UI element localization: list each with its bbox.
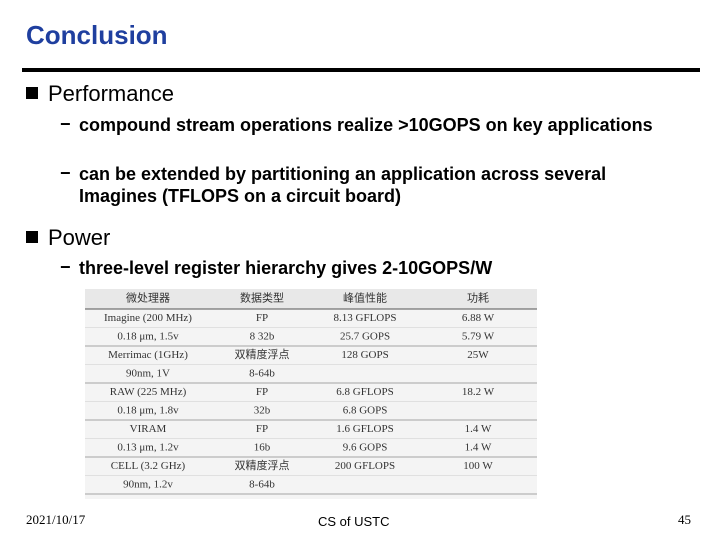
table-cell: 6.8 GFLOPS (336, 386, 393, 398)
bullet-icon (26, 231, 38, 243)
table-cell: 1.4 W (465, 423, 492, 435)
sub-bullet: three-level register hierarchy gives 2-1… (79, 258, 493, 278)
footer-date: 2021/10/17 (26, 512, 86, 527)
slide-title: Conclusion (26, 20, 168, 50)
table-cell: 25W (467, 349, 489, 361)
table-cell: 6.8 GOPS (343, 404, 388, 416)
table-cell: 5.79 W (462, 330, 495, 342)
header-cell: 峰值性能 (343, 291, 387, 305)
bullet: Performance (48, 81, 174, 106)
table-cell: 0.18 μm, 1.8v (117, 404, 179, 416)
table-cell: 9.6 GOPS (343, 441, 388, 453)
dash: − (60, 114, 71, 134)
bullet-icon (26, 87, 38, 99)
table-cell: 18.2 W (462, 386, 495, 398)
table-cell: CELL (3.2 GHz) (111, 460, 186, 472)
sub-bullet: compound stream operations realize >10GO… (79, 115, 653, 135)
table-cell: 100 W (463, 460, 493, 472)
table-cell: FP (256, 423, 268, 435)
table-cell: 16b (254, 441, 271, 453)
footer-center: CS of USTC (318, 514, 390, 529)
table-cell: 6.88 W (462, 312, 495, 324)
dash: − (60, 257, 71, 277)
table-cell: 双精度浮点 (235, 458, 290, 472)
table-cell: 8.13 GFLOPS (334, 312, 397, 324)
table-cell: Merrimac (1GHz) (108, 349, 188, 361)
table-cell: VIRAM (130, 423, 167, 435)
bullet: Power (48, 225, 111, 250)
header-cell: 微处理器 (126, 291, 170, 305)
header-cell: 功耗 (467, 292, 489, 305)
dash: − (60, 163, 71, 183)
table: 微处理器 数据类型 峰值性能 功耗 Imagine (200 MHz) 0.18 μm, … (85, 289, 537, 499)
table-cell: 0.18 μm, 1.5v (117, 330, 179, 342)
table-bg (85, 289, 537, 499)
table-cell: 90nm, 1V (126, 367, 170, 379)
sub-bullet: can be extended by partitioning an appli… (79, 164, 607, 206)
table-cell: FP (256, 386, 268, 398)
table-cell: 8-64b (249, 478, 275, 490)
table-cell: 128 GOPS (341, 349, 388, 361)
table-cell: 25.7 GOPS (340, 330, 390, 342)
table-cell: 0.13 μm, 1.2v (117, 441, 179, 453)
table-cell: RAW (225 MHz) (110, 386, 187, 398)
table-cell: 1.4 W (465, 441, 492, 453)
table-cell: 90nm, 1.2v (123, 478, 173, 490)
table-cell: 8 32b (250, 330, 275, 342)
header-bg (85, 289, 537, 309)
table-cell: 8-64b (249, 367, 275, 379)
title-rule (22, 68, 700, 72)
page-number: 45 (678, 512, 691, 527)
table-cell: 32b (254, 404, 271, 416)
table-cell: FP (256, 312, 268, 324)
header-cell: 数据类型 (240, 291, 284, 305)
table-cell: 双精度浮点 (235, 347, 290, 361)
table-cell: Imagine (200 MHz) (104, 312, 192, 324)
table-cell: 200 GFLOPS (335, 460, 395, 472)
table-cell: 1.6 GFLOPS (336, 423, 393, 435)
